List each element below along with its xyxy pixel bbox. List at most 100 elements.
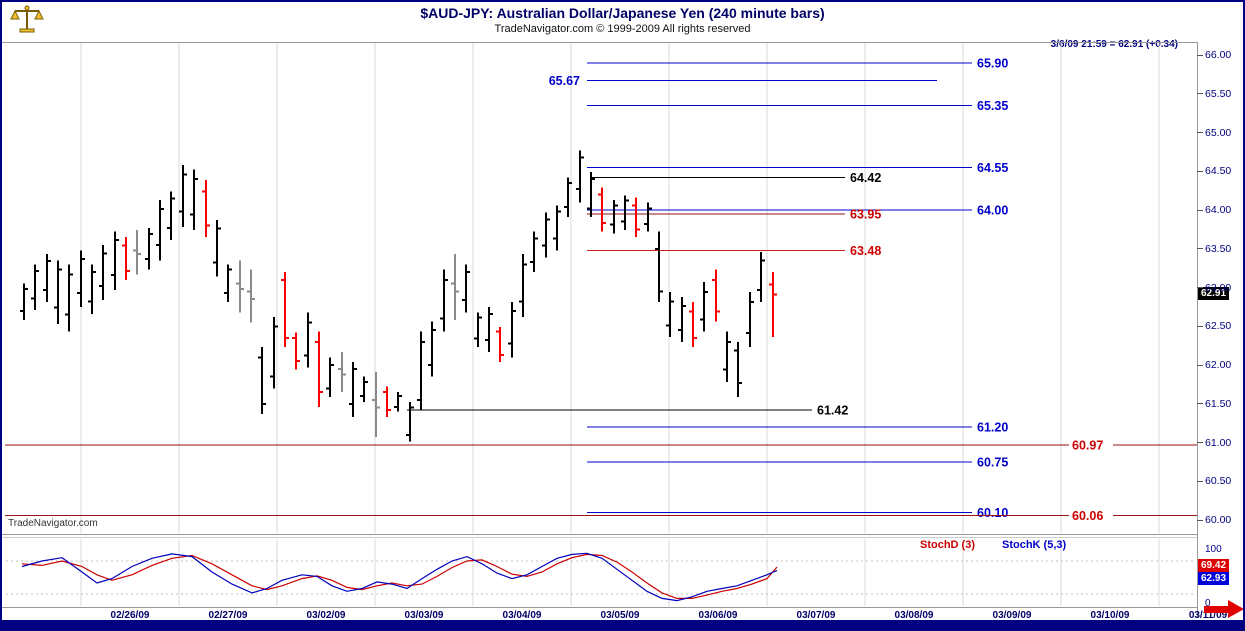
ohlc-bar	[530, 231, 538, 272]
panel-divider	[2, 42, 1197, 43]
stochk-value-badge: 62.93	[1198, 572, 1230, 585]
price-axis-tick	[1197, 480, 1203, 482]
ohlc-bar	[190, 169, 198, 231]
price-axis-tick	[1197, 442, 1203, 443]
ohlc-bar	[372, 371, 380, 438]
date-axis: 02/26/09 02/27/09 03/02/09 03/03/09 03/04/09…	[2, 608, 1228, 624]
scales-icon	[10, 4, 44, 39]
ohlc-bar	[338, 351, 346, 393]
ohlc-bar	[99, 244, 107, 300]
stochk-line	[21, 552, 778, 602]
price-level-label-bg	[1069, 437, 1113, 452]
panel-divider	[2, 534, 1197, 535]
price-axis-label: 62.00	[1205, 359, 1232, 371]
watermark-text: TradeNavigator.com	[8, 518, 98, 529]
price-axis-tick	[1197, 364, 1203, 366]
ohlc-bar	[88, 264, 96, 314]
ohlc-bar	[326, 357, 334, 397]
price-chart-canvas[interactable]: 65.90 65.67 65.35 64.55 64.42 64.00 63.95 63.48…	[5, 42, 1197, 534]
price-axis-tick	[1197, 519, 1203, 521]
price-axis-label: 60.00	[1205, 514, 1232, 526]
ohlc-bar	[451, 254, 459, 321]
ohlc-bar	[122, 237, 130, 280]
ohlc-bar	[474, 312, 482, 348]
ohlc-bar	[202, 179, 210, 238]
x-axis-date: 03/05/09	[600, 610, 640, 621]
ohlc-bar	[247, 269, 255, 323]
stochd-line	[21, 553, 778, 600]
price-axis-tick	[1197, 170, 1203, 172]
ohlc-bar	[655, 231, 663, 303]
ohlc-bar	[281, 272, 289, 348]
ohlc-bar	[133, 230, 141, 275]
price-level-label: 61.42	[817, 403, 848, 417]
price-level-label: 64.00	[977, 204, 1008, 218]
stochastic-chart-canvas[interactable]	[5, 538, 1197, 607]
panel-divider	[2, 537, 1197, 538]
price-axis-tick	[1197, 93, 1203, 95]
price-axis-tick	[1197, 325, 1203, 327]
scroll-right-arrow-icon[interactable]	[1204, 606, 1228, 613]
price-axis-label: 63.00	[1205, 281, 1232, 294]
last-quote-text: 3/6/09 21:59 = 62.91 (+0.34)	[1050, 39, 1178, 50]
x-axis-date: 03/03/09	[404, 610, 444, 621]
ohlc-bar	[508, 302, 516, 358]
ohlc-bar	[31, 264, 39, 310]
ohlc-bar	[406, 402, 414, 442]
price-level-label-bg	[1069, 507, 1113, 522]
price-axis-tick	[1197, 132, 1203, 133]
ohlc-bar	[734, 341, 742, 397]
ohlc-bar	[236, 260, 244, 313]
ohlc-bar	[564, 177, 572, 217]
ohlc-bar	[712, 269, 720, 322]
price-level-label: 63.48	[850, 244, 881, 258]
x-axis-date: 03/11/09	[1188, 610, 1228, 621]
price-axis-label: 65.50	[1205, 87, 1232, 100]
ohlc-bar	[598, 187, 606, 232]
axis-divider	[1197, 42, 1198, 618]
ohlc-bar	[304, 312, 312, 368]
price-level-label: 65.67	[549, 74, 580, 88]
x-axis-date: 03/09/09	[992, 610, 1032, 621]
ohlc-bar	[678, 296, 686, 342]
ohlc-bar	[485, 306, 493, 352]
ohlc-bar	[769, 272, 777, 338]
price-axis-label: 61.00	[1205, 436, 1232, 449]
price-axis-label: 64.00	[1205, 204, 1232, 216]
ohlc-bar	[644, 202, 652, 232]
price-level-label: 60.06	[1072, 509, 1103, 523]
price-level-label: 65.35	[977, 99, 1008, 113]
price-axis-tick	[1197, 54, 1203, 56]
ohlc-bar	[757, 251, 765, 303]
price-axis-label: 64.50	[1205, 165, 1232, 178]
price-level-label: 65.90	[977, 56, 1008, 70]
price-axis: 62.91 100 0 69.42 62.93 66.00 65.50 65.00 6…	[1197, 2, 1243, 629]
ohlc-bar	[111, 231, 119, 290]
x-axis-date: 03/07/09	[796, 610, 836, 621]
price-axis-tick	[1197, 403, 1203, 405]
copyright-subtitle: TradeNavigator.com © 1999-2009 All right…	[494, 23, 751, 35]
price-level-label: 60.75	[977, 455, 1008, 469]
ohlc-bar	[689, 302, 697, 348]
ohlc-bar	[417, 331, 425, 410]
x-axis-date: 03/04/09	[502, 610, 542, 621]
price-level-label: 60.97	[1072, 438, 1103, 452]
ohlc-bar	[394, 392, 402, 412]
price-axis-label: 61.50	[1205, 397, 1232, 410]
ohlc-bar	[20, 283, 28, 321]
ohlc-bar	[553, 205, 561, 251]
x-axis-date: 03/02/09	[306, 610, 346, 621]
ohlc-bar	[315, 331, 323, 407]
ohlc-bar	[258, 347, 266, 414]
ohlc-bar	[723, 331, 731, 383]
scroll-right-arrow-head-icon[interactable]	[1228, 600, 1243, 618]
ohlc-bar	[145, 227, 153, 270]
ohlc-bar	[576, 150, 584, 203]
ohlc-bar	[440, 269, 448, 332]
ohlc-bar	[65, 264, 73, 332]
ohlc-bar	[666, 292, 674, 338]
x-axis-date: 03/10/09	[1090, 610, 1130, 621]
ohlc-bar	[179, 165, 187, 228]
chart-title: $AUD-JPY: Australian Dollar/Japanese Yen…	[420, 5, 825, 21]
price-level-label: 60.10	[977, 506, 1008, 520]
